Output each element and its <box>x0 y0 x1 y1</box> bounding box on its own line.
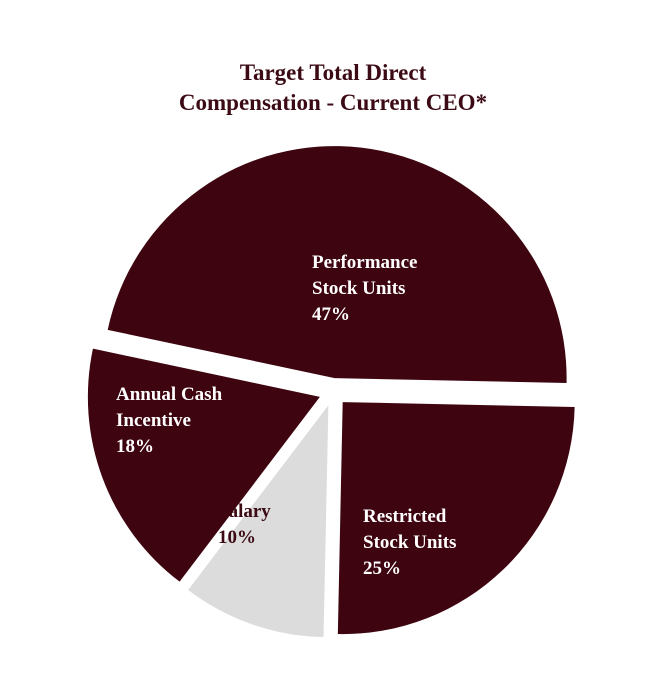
chart-title-line-2: Compensation - Current CEO* <box>178 90 488 115</box>
pie-slice-performance-stock-units <box>107 146 567 383</box>
pie-slice-restricted-stock-units <box>337 402 575 635</box>
slice-label-line: 18% <box>116 436 154 457</box>
slice-label-performance-stock-units: Performance Stock Units 47% <box>312 252 418 325</box>
slice-label-line: 47% <box>312 304 350 325</box>
pie-slice-salary <box>188 405 329 638</box>
pie-slice-annual-cash-incentive <box>87 348 320 582</box>
slice-label-line: Stock Units <box>312 278 405 299</box>
slice-label-line: Annual Cash <box>116 384 223 405</box>
slice-label-line: Incentive <box>116 410 191 431</box>
slice-label-restricted-stock-units: Restricted Stock Units 25% <box>363 506 456 579</box>
slice-label-line: Restricted <box>363 506 447 527</box>
chart-title-line-1: Target Total Direct <box>239 60 427 85</box>
slice-label-line: 25% <box>363 558 401 579</box>
slice-label-annual-cash-incentive: Annual Cash Incentive 18% <box>116 384 223 457</box>
chart-title: Target Total Direct Compensation - Curre… <box>0 58 666 118</box>
slice-label-line: 10% <box>218 527 256 548</box>
slice-label-line: Stock Units <box>363 532 456 553</box>
slice-label-line: Performance <box>312 252 418 273</box>
